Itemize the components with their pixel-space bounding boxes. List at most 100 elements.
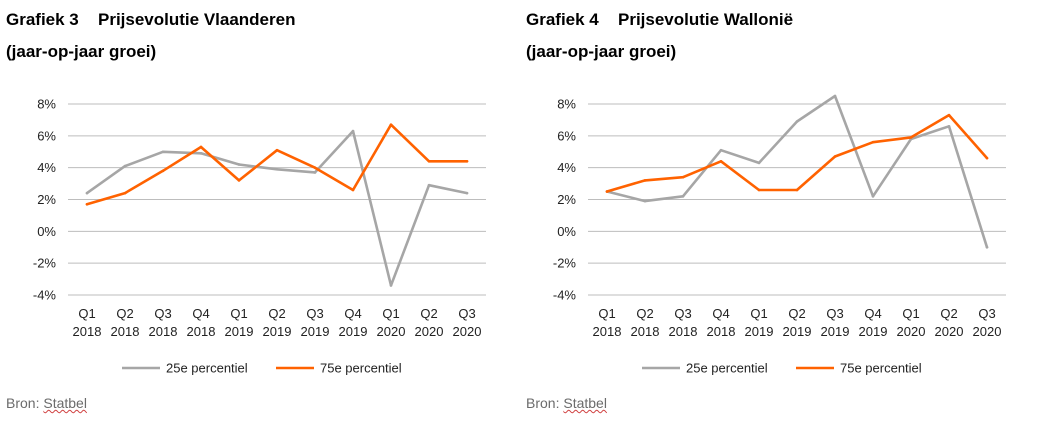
x-tick-label: Q4 bbox=[864, 306, 881, 321]
data-point bbox=[681, 195, 685, 198]
x-tick-label: Q3 bbox=[306, 306, 323, 321]
x-tick-label: Q1 bbox=[78, 306, 95, 321]
x-tick-label: 2020 bbox=[973, 324, 1002, 339]
x-tick-label: Q1 bbox=[598, 306, 615, 321]
data-point bbox=[161, 150, 165, 154]
y-tick-label: 4% bbox=[37, 160, 56, 175]
y-tick-label: -2% bbox=[553, 256, 577, 271]
data-point bbox=[123, 191, 127, 195]
y-tick-label: 8% bbox=[557, 97, 576, 112]
x-tick-label: Q3 bbox=[674, 306, 691, 321]
x-tick-label: Q3 bbox=[458, 306, 475, 321]
source-prefix: Bron: bbox=[6, 395, 40, 411]
x-tick-label: 2020 bbox=[897, 324, 926, 339]
x-tick-label: Q4 bbox=[344, 306, 361, 321]
y-tick-label: -4% bbox=[33, 288, 57, 303]
data-point bbox=[237, 163, 241, 166]
x-tick-label: Q4 bbox=[192, 306, 209, 321]
x-tick-label: Q3 bbox=[978, 306, 995, 321]
x-tick-label: 2018 bbox=[149, 324, 178, 339]
x-tick-label: Q2 bbox=[268, 306, 285, 321]
x-tick-label: 2019 bbox=[301, 324, 330, 339]
data-point bbox=[643, 199, 647, 203]
x-tick-label: 2018 bbox=[631, 324, 660, 339]
x-tick-label: 2018 bbox=[669, 324, 698, 339]
x-tick-label: 2018 bbox=[111, 324, 140, 339]
data-point bbox=[643, 179, 647, 182]
x-tick-label: Q1 bbox=[230, 306, 247, 321]
y-tick-label: 8% bbox=[37, 97, 56, 112]
x-tick-label: Q2 bbox=[420, 306, 437, 321]
x-tick-label: 2020 bbox=[415, 324, 444, 339]
x-tick-label: 2018 bbox=[73, 324, 102, 339]
data-point bbox=[909, 136, 913, 139]
x-tick-label: 2019 bbox=[263, 324, 292, 339]
data-point bbox=[237, 179, 241, 182]
chart-number: Grafiek 4 bbox=[526, 10, 599, 29]
x-tick-label: Q4 bbox=[712, 306, 729, 321]
x-tick-label: 2019 bbox=[821, 324, 850, 339]
data-point bbox=[351, 129, 355, 133]
y-tick-label: 4% bbox=[557, 160, 576, 175]
source-prefix: Bron: bbox=[526, 395, 560, 411]
chart-title-text: Prijsevolutie Wallonië bbox=[618, 10, 794, 29]
data-point bbox=[313, 171, 317, 174]
line-chart-wallonie: -4% -2% 0% 2% 4% 6% 8% Q1 2018 Q2 2018 Q3 2018 Q4 2018… bbox=[553, 94, 1006, 376]
chart-panel-vlaanderen: Grafiek 3 Prijsevolutie Vlaanderen (jaar-… bbox=[0, 0, 520, 425]
x-tick-label: 2019 bbox=[225, 324, 254, 339]
x-tick-label: 2020 bbox=[377, 324, 406, 339]
data-point bbox=[605, 190, 609, 193]
x-tick-label: Q2 bbox=[788, 306, 805, 321]
y-tick-label: -2% bbox=[33, 256, 57, 271]
data-point bbox=[719, 160, 723, 163]
x-tick-label: 2019 bbox=[859, 324, 888, 339]
chart-panel-wallonie: Grafiek 4 Prijsevolutie Wallonië (jaar-op… bbox=[520, 0, 1040, 425]
x-tick-label: Q2 bbox=[940, 306, 957, 321]
x-tick-label: 2019 bbox=[783, 324, 812, 339]
data-point bbox=[757, 188, 761, 192]
y-tick-label: 6% bbox=[37, 128, 56, 143]
legend-label: 25e percentiel bbox=[686, 361, 768, 376]
x-tick-label: Q1 bbox=[902, 306, 919, 321]
y-tick-label: 0% bbox=[557, 224, 576, 239]
x-tick-label: 2019 bbox=[339, 324, 368, 339]
data-point bbox=[389, 284, 393, 287]
x-tick-label: Q3 bbox=[154, 306, 171, 321]
legend-label: 75e percentiel bbox=[840, 361, 922, 376]
data-point bbox=[465, 191, 469, 195]
data-point bbox=[275, 167, 279, 171]
chart-subtitle: (jaar-op-jaar groei) bbox=[526, 42, 677, 61]
data-point bbox=[427, 183, 431, 187]
data-point bbox=[757, 161, 761, 165]
x-tick-label: 2018 bbox=[593, 324, 622, 339]
data-point bbox=[985, 245, 989, 249]
chart-title-text: Prijsevolutie Vlaanderen bbox=[98, 10, 296, 29]
source-note: Bron: Statbel bbox=[526, 395, 607, 411]
x-tick-label: 2019 bbox=[745, 324, 774, 339]
chart-title: Grafiek 4 Prijsevolutie Wallonië bbox=[526, 10, 793, 30]
data-point bbox=[465, 160, 469, 163]
chart-subtitle: (jaar-op-jaar groei) bbox=[6, 42, 157, 61]
legend-label: 25e percentiel bbox=[166, 361, 248, 376]
data-point bbox=[795, 188, 799, 192]
data-point bbox=[833, 94, 837, 98]
x-tick-label: Q2 bbox=[636, 306, 653, 321]
line-chart-vlaanderen: -4% -2% 0% 2% 4% 6% 8% Q1 2018 Q2 2018 Q3 2018 Q4 2018… bbox=[33, 97, 486, 376]
source-note: Bron: Statbel bbox=[6, 395, 87, 411]
data-point bbox=[199, 152, 203, 155]
data-point bbox=[85, 202, 89, 206]
series-line bbox=[85, 123, 469, 206]
data-point bbox=[833, 155, 837, 158]
data-point bbox=[947, 124, 951, 128]
x-tick-label: 2018 bbox=[187, 324, 216, 339]
legend-label: 75e percentiel bbox=[320, 361, 402, 376]
data-point bbox=[275, 148, 279, 152]
data-point bbox=[85, 191, 89, 195]
series-line bbox=[605, 113, 989, 193]
series-line bbox=[605, 94, 989, 249]
data-point bbox=[389, 123, 393, 126]
y-tick-label: 2% bbox=[37, 192, 56, 207]
data-point bbox=[351, 188, 355, 192]
data-point bbox=[947, 113, 951, 117]
chart-number: Grafiek 3 bbox=[6, 10, 79, 29]
